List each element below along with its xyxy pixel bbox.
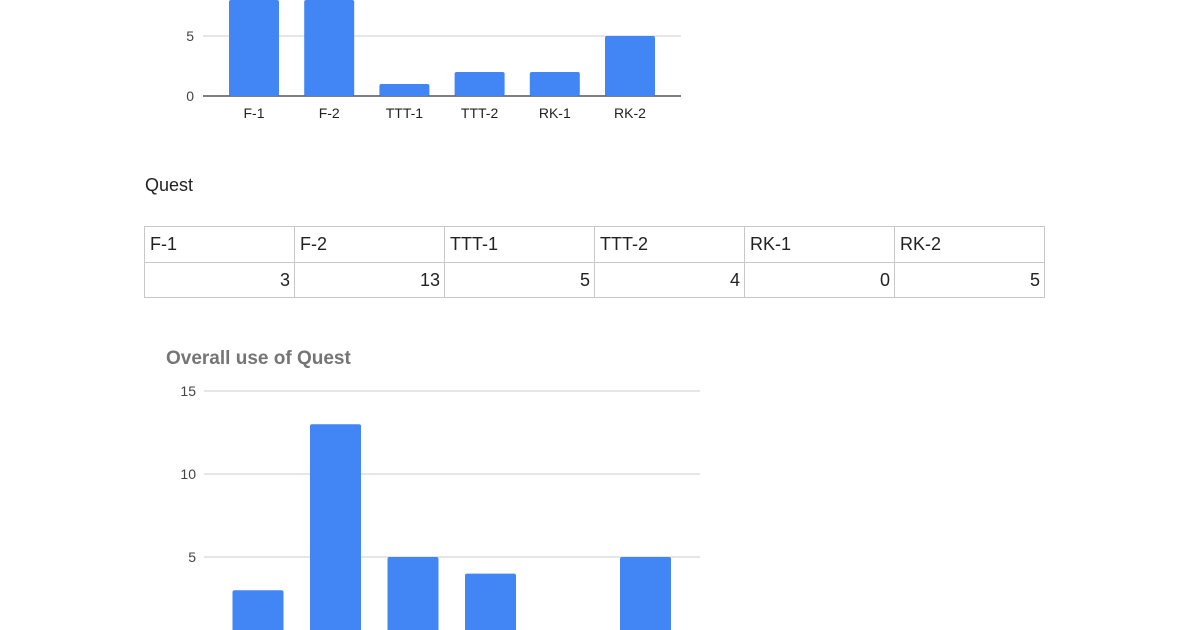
table-value-cell: 5 — [444, 262, 595, 298]
chart-title: Overall use of Quest — [166, 348, 351, 369]
table-header-row: F-1 F-2 TTT-1 TTT-2 RK-1 RK-2 — [144, 226, 1045, 263]
y-tick-label: 10 — [180, 466, 196, 482]
y-tick-label: 15 — [180, 383, 196, 399]
bar-f-2 — [310, 424, 361, 630]
bar-ttt-2 — [454, 72, 505, 96]
bar-rk-2 — [620, 557, 671, 630]
table-header-cell: TTT-1 — [444, 226, 595, 263]
table-header-cell: RK-1 — [744, 226, 895, 263]
bar-ttt-1 — [387, 557, 439, 630]
table-value-cell: 5 — [894, 262, 1045, 298]
x-category-label: RK-2 — [614, 105, 646, 121]
y-tick-label: 5 — [188, 549, 196, 565]
table-value-cell: 3 — [144, 262, 295, 298]
bar-f-1 — [232, 590, 284, 630]
table-value-cell: 4 — [594, 262, 745, 298]
top-bar-chart: 0 5 F-1 F-2 TTT-1 TTT-2 RK-1 RK-2 — [186, 0, 681, 121]
bar-f-2 — [304, 0, 355, 96]
y-tick-label: 5 — [186, 28, 194, 44]
table-header-cell: F-1 — [144, 226, 295, 263]
x-category-label: F-1 — [244, 105, 265, 121]
bar-ttt-2 — [465, 573, 516, 630]
x-category-label: TTT-2 — [461, 105, 499, 121]
x-category-label: RK-1 — [539, 105, 571, 121]
section-heading-quest: Quest — [145, 175, 194, 195]
bar-f-1 — [229, 0, 279, 96]
x-category-label: TTT-1 — [386, 105, 424, 121]
quest-data-table: F-1 F-2 TTT-1 TTT-2 RK-1 RK-2 3 13 5 4 0… — [144, 226, 1045, 298]
bar-ttt-1 — [379, 84, 430, 96]
table-value-cell: 0 — [744, 262, 895, 298]
table-header-cell: F-2 — [294, 226, 445, 263]
table-value-cell: 13 — [294, 262, 445, 298]
table-value-row: 3 13 5 4 0 5 — [144, 262, 1045, 298]
y-tick-label: 0 — [186, 88, 194, 104]
table-header-cell: TTT-2 — [594, 226, 745, 263]
bar-rk-2 — [605, 36, 655, 96]
bar-rk-1 — [529, 72, 580, 96]
table-header-cell: RK-2 — [894, 226, 1045, 263]
x-category-label: F-2 — [319, 105, 340, 121]
